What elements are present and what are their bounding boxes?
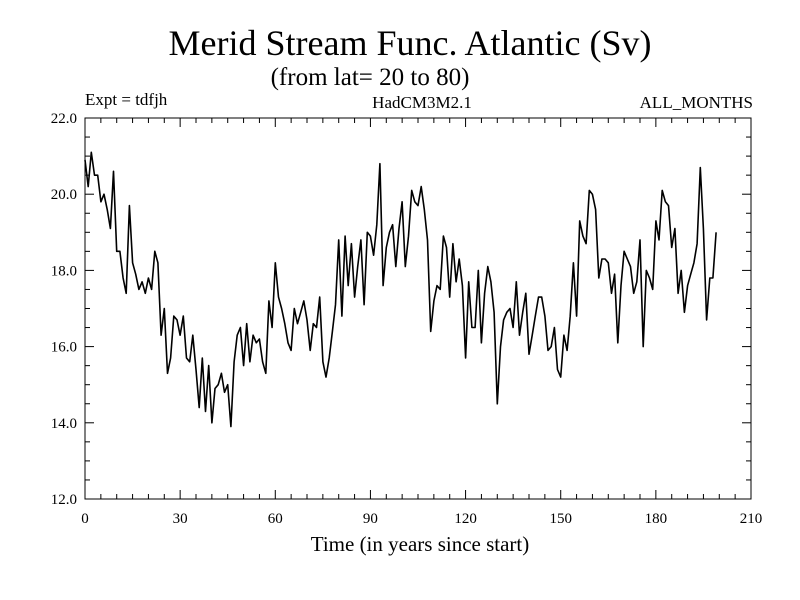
x-tick-label: 120 xyxy=(454,511,477,527)
x-tick-label: 180 xyxy=(645,511,668,527)
experiment-label: Expt = tdfjh xyxy=(85,90,168,109)
x-axis-label: Time (in years since start) xyxy=(310,532,530,556)
chart-title: Merid Stream Func. Atlantic (Sv) xyxy=(168,23,652,63)
months-label: ALL_MONTHS xyxy=(639,93,753,112)
x-tick-label: 150 xyxy=(549,511,572,527)
y-tick-label: 18.0 xyxy=(51,263,77,279)
model-label: HadCM3M2.1 xyxy=(372,93,472,112)
x-tick-label: 30 xyxy=(173,511,188,527)
x-tick-label: 0 xyxy=(81,511,89,527)
y-tick-label: 20.0 xyxy=(51,187,77,203)
y-tick-label: 12.0 xyxy=(51,492,77,508)
y-tick-label: 16.0 xyxy=(51,340,77,356)
y-tick-label: 22.0 xyxy=(51,111,77,127)
x-tick-label: 210 xyxy=(740,511,763,527)
series-line xyxy=(84,151,717,428)
plot-frame xyxy=(84,117,752,500)
chart-subtitle: (from lat= 20 to 80) xyxy=(270,64,470,91)
y-tick-label: 14.0 xyxy=(51,416,77,432)
x-tick-label: 60 xyxy=(268,511,283,527)
x-tick-label: 90 xyxy=(363,511,378,527)
